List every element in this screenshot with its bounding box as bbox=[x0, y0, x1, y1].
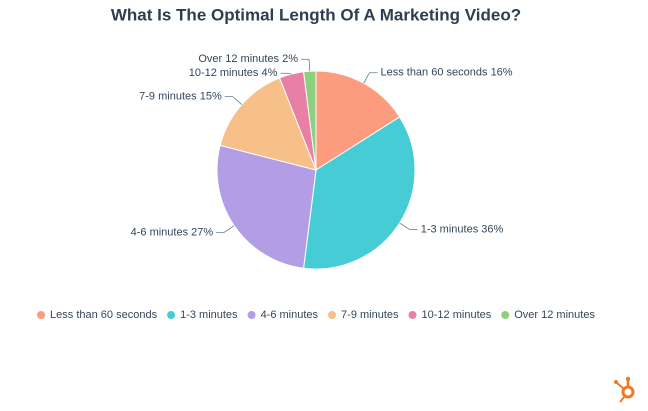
data-label-value: 16% bbox=[491, 67, 513, 79]
data-label: 7-9 minutes 15% bbox=[139, 91, 222, 103]
legend-label: 4-6 minutes bbox=[261, 309, 319, 321]
legend-swatch bbox=[37, 311, 46, 319]
leader-line bbox=[216, 225, 235, 233]
leader-line bbox=[280, 72, 292, 75]
pie-slice bbox=[315, 70, 401, 171]
legend-label: 10-12 minutes bbox=[422, 309, 492, 321]
leader-line bbox=[301, 58, 311, 72]
leader-line bbox=[399, 222, 418, 230]
data-label-value: 2% bbox=[282, 53, 298, 65]
data-label: Over 12 minutes 2% bbox=[198, 53, 298, 65]
leader-line bbox=[363, 72, 378, 84]
legend-label: 1-3 minutes bbox=[180, 309, 238, 321]
data-label-category: 10-12 minutes bbox=[189, 67, 259, 79]
chart-title: What Is The Optimal Length Of A Marketin… bbox=[111, 5, 521, 24]
pie-slice bbox=[303, 116, 416, 270]
leader-line bbox=[224, 96, 243, 105]
data-label: Less than 60 seconds 16% bbox=[380, 67, 512, 79]
legend-label: Over 12 minutes bbox=[514, 309, 595, 321]
legend-swatch bbox=[247, 311, 256, 319]
data-label-category: Over 12 minutes bbox=[198, 53, 279, 65]
legend-label: 7-9 minutes bbox=[341, 309, 399, 321]
data-label-category: 1-3 minutes bbox=[421, 223, 479, 235]
legend-swatch bbox=[167, 311, 176, 319]
data-label-category: 7-9 minutes bbox=[139, 91, 197, 103]
legend-swatch bbox=[408, 311, 417, 319]
pie-slice bbox=[216, 144, 317, 269]
brand-logo bbox=[614, 376, 635, 403]
data-label-value: 15% bbox=[200, 91, 222, 103]
legend-swatch bbox=[328, 311, 337, 319]
data-label-value: 27% bbox=[191, 226, 213, 238]
data-label: 10-12 minutes 4% bbox=[189, 67, 278, 79]
data-label-value: 36% bbox=[481, 223, 503, 235]
legend: Less than 60 seconds 1-3 minutes 4-6 minut… bbox=[37, 309, 595, 321]
data-label-value: 4% bbox=[261, 67, 277, 79]
legend-swatch bbox=[501, 311, 510, 319]
data-label: 4-6 minutes 27% bbox=[131, 226, 214, 238]
data-label-category: 4-6 minutes bbox=[131, 226, 189, 238]
data-label: 1-3 minutes 36% bbox=[421, 223, 504, 235]
data-label-category: Less than 60 seconds bbox=[380, 67, 488, 79]
legend-label: Less than 60 seconds bbox=[50, 309, 158, 321]
